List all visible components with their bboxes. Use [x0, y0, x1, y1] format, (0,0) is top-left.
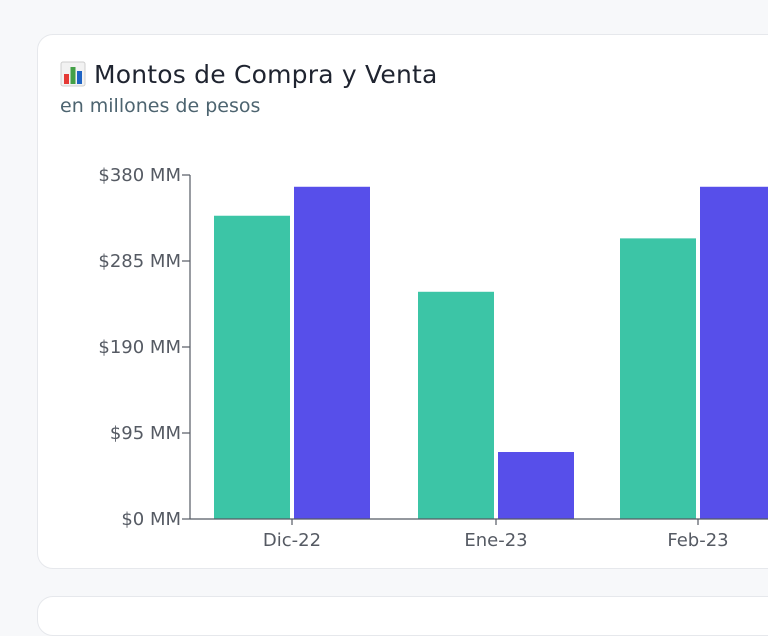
bar-Feb-23-series-0[interactable]: [620, 238, 696, 520]
bar-chart-icon: [60, 61, 86, 87]
bar-chart: $0 MM $95 MM $190 MM $285 MM $380 MM Dic-22 En…: [98, 165, 768, 551]
bar-Ene-23-series-0[interactable]: [418, 291, 494, 519]
bar-Feb-23-series-1[interactable]: [700, 186, 768, 519]
y-tick-label: $190 MM: [98, 337, 181, 358]
y-tick-label: $380 MM: [98, 165, 181, 186]
bar-Ene-23-series-1[interactable]: [498, 452, 574, 519]
x-tick-label: Feb-23: [667, 530, 728, 551]
y-tick-label: $95 MM: [110, 423, 181, 444]
chart-title: Montos de Compra y Venta: [94, 59, 438, 89]
axes-layer: $0 MM $95 MM $190 MM $285 MM $380 MM Dic-22 En…: [98, 165, 768, 551]
chart-header: Montos de Compra y Venta: [60, 58, 438, 90]
chart-subtitle: en millones de pesos: [60, 95, 261, 117]
bars-layer: [214, 186, 768, 520]
bar-Dic-22-series-1[interactable]: [294, 186, 370, 519]
y-tick-label: $285 MM: [98, 251, 181, 272]
bar-Dic-22-series-0[interactable]: [214, 215, 290, 519]
x-tick-label: Dic-22: [263, 530, 321, 551]
y-tick-label: $0 MM: [121, 509, 181, 530]
x-tick-label: Ene-23: [464, 530, 527, 551]
